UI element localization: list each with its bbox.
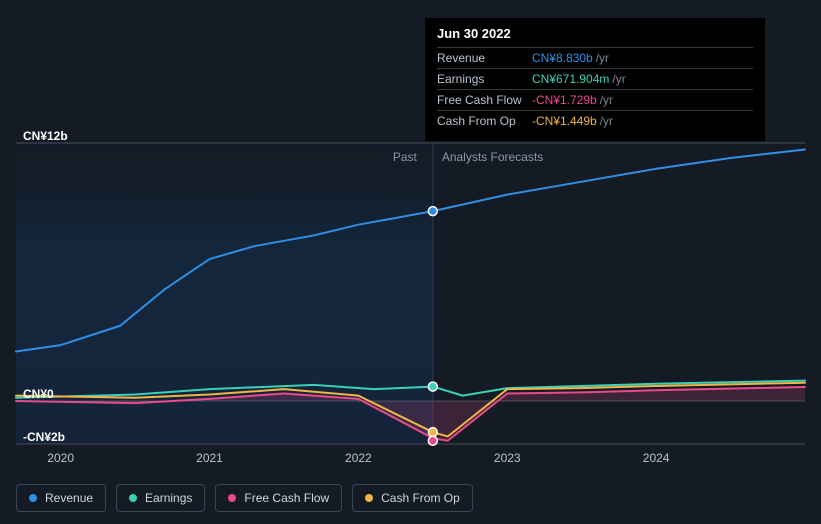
tooltip-metric-suffix: /yr (612, 72, 625, 86)
tooltip-metric-value: CN¥8.830b (532, 51, 593, 65)
chart-legend: Revenue Earnings Free Cash Flow Cash From O… (16, 484, 473, 512)
x-axis-tick-label: 2024 (643, 451, 670, 465)
tooltip-metric-value: -CN¥1.729b (532, 93, 597, 107)
y-axis-tick-label: -CN¥2b (23, 430, 65, 444)
y-axis-tick-label: CN¥12b (23, 129, 68, 143)
revenue-marker (428, 207, 437, 216)
tooltip-metric-value: CN¥671.904m (532, 72, 609, 86)
tooltip-metric-label: Cash From Op (437, 114, 532, 128)
legend-dot-icon (129, 494, 137, 502)
forecast-section-label: Analysts Forecasts (442, 150, 543, 164)
legend-dot-icon (365, 494, 373, 502)
legend-item-fcf[interactable]: Free Cash Flow (215, 484, 342, 512)
financials-chart: CN¥12b CN¥0 -CN¥2b 2020 2021 2022 2023 2… (0, 0, 821, 524)
tooltip-row: EarningsCN¥671.904m/yr (437, 68, 753, 89)
legend-item-cfo[interactable]: Cash From Op (352, 484, 473, 512)
chart-tooltip: Jun 30 2022 RevenueCN¥8.830b/yrEarningsC… (425, 18, 765, 141)
tooltip-metric-suffix: /yr (600, 93, 613, 107)
legend-dot-icon (228, 494, 236, 502)
tooltip-metric-suffix: /yr (600, 114, 613, 128)
y-axis-tick-label: CN¥0 (23, 387, 54, 401)
legend-item-earnings[interactable]: Earnings (116, 484, 205, 512)
legend-label: Cash From Op (381, 491, 460, 505)
past-section-label: Past (393, 150, 417, 164)
fcf-marker (428, 436, 437, 445)
legend-label: Free Cash Flow (244, 491, 329, 505)
x-axis-tick-label: 2021 (196, 451, 223, 465)
tooltip-metric-label: Revenue (437, 51, 532, 65)
earnings-marker (428, 382, 437, 391)
tooltip-metric-suffix: /yr (596, 51, 609, 65)
tooltip-metric-value: -CN¥1.449b (532, 114, 597, 128)
cfo-marker (428, 428, 437, 437)
x-axis-tick-label: 2022 (345, 451, 372, 465)
legend-label: Revenue (45, 491, 93, 505)
tooltip-row: Cash From Op-CN¥1.449b/yr (437, 110, 753, 131)
legend-label: Earnings (145, 491, 192, 505)
tooltip-row: Free Cash Flow-CN¥1.729b/yr (437, 89, 753, 110)
x-axis-tick-label: 2023 (494, 451, 521, 465)
tooltip-metric-label: Earnings (437, 72, 532, 86)
legend-item-revenue[interactable]: Revenue (16, 484, 106, 512)
tooltip-row: RevenueCN¥8.830b/yr (437, 47, 753, 68)
x-axis-tick-label: 2020 (47, 451, 74, 465)
tooltip-date: Jun 30 2022 (437, 26, 753, 47)
tooltip-metric-label: Free Cash Flow (437, 93, 532, 107)
legend-dot-icon (29, 494, 37, 502)
